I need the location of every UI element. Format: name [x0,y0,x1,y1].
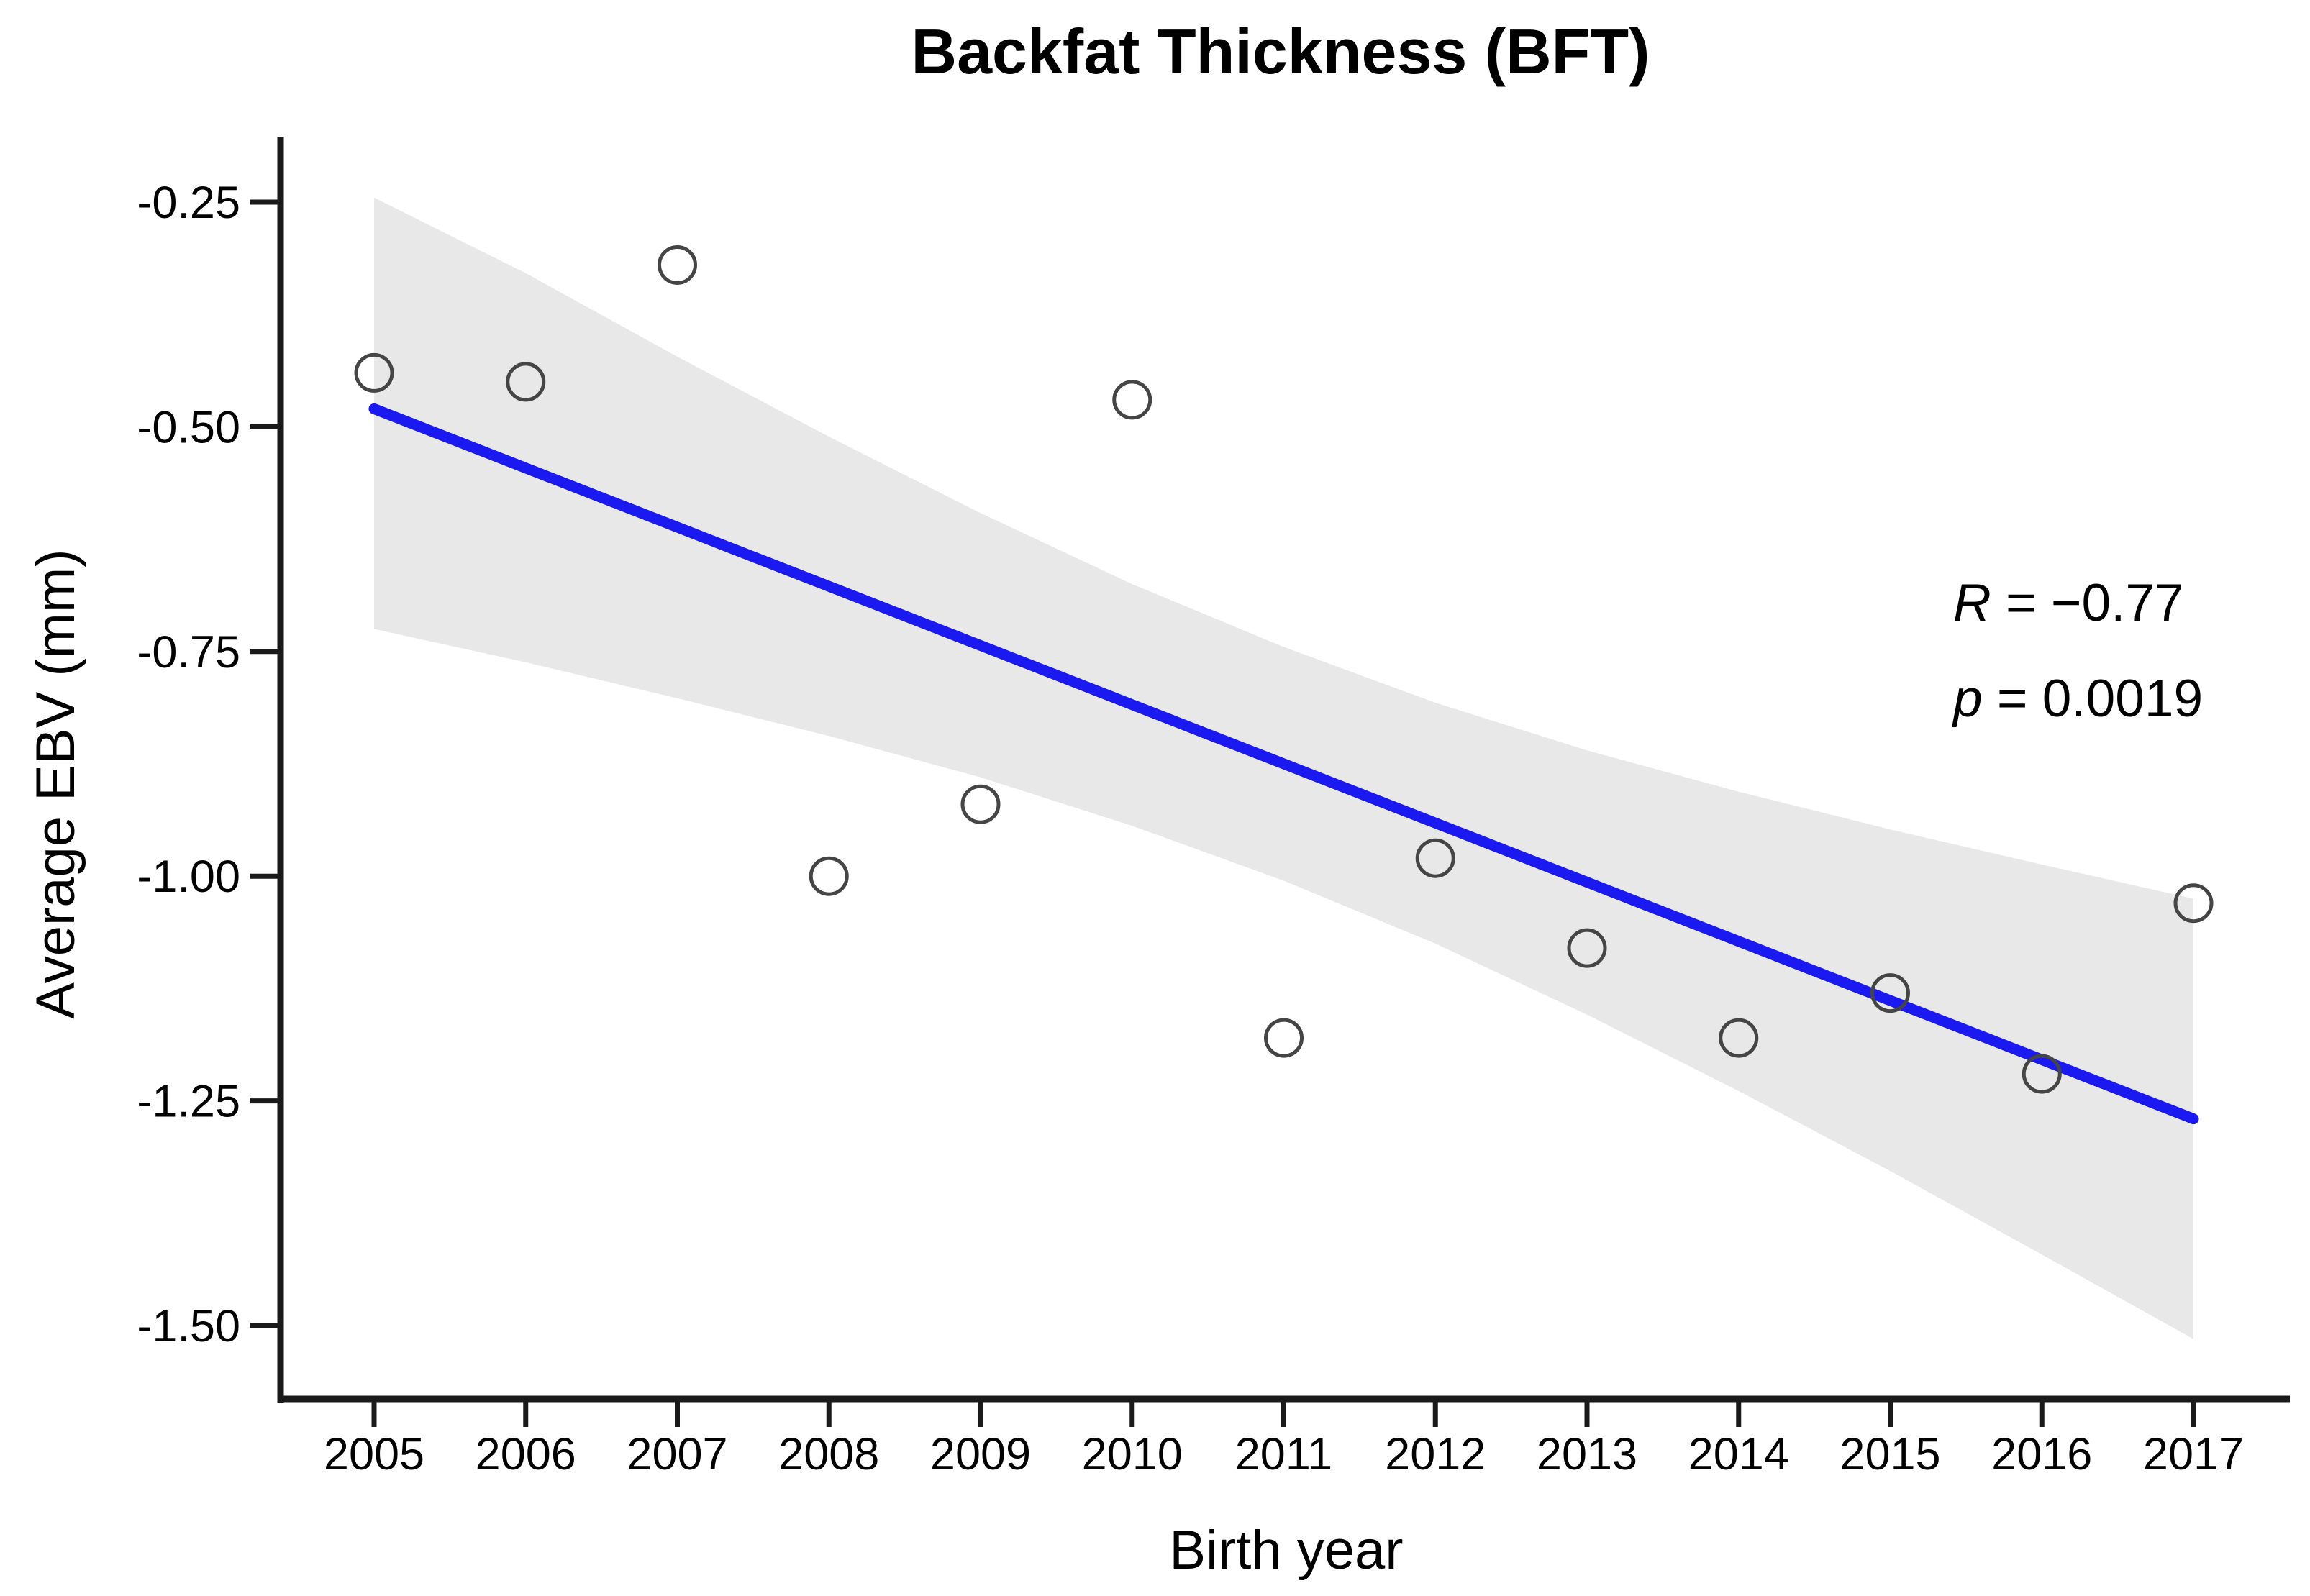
x-tick-label: 2008 [778,1429,879,1479]
y-tick-label: -0.50 [137,402,240,452]
data-point [2173,883,2214,924]
data-point [809,856,849,896]
trend-line [368,403,2199,1125]
y-axis-title: Average EBV (mm) [25,549,86,1019]
data-point [506,362,546,402]
x-tick-label: 2006 [476,1429,576,1479]
x-tick-label: 2009 [930,1429,1031,1479]
x-tick-label: 2007 [627,1429,727,1479]
y-tick-label: -1.50 [137,1301,240,1351]
x-tick-label: 2017 [2143,1429,2244,1479]
data-point [354,352,394,393]
data-point [658,245,697,285]
r-value: = −0.77 [1991,574,2184,632]
x-tick-label: 2010 [1082,1429,1183,1479]
data-point [960,784,1001,824]
x-tick-label: 2013 [1537,1429,1637,1479]
x-tick-label: 2016 [1991,1429,2092,1479]
data-point [1415,838,1455,878]
data-point [1870,973,1910,1013]
data-point [1112,380,1152,420]
data-point [1264,1018,1304,1058]
p-value: = 0.0019 [1982,670,2204,728]
x-tick-label: 2014 [1688,1429,1789,1479]
data-point [2022,1054,2062,1094]
chart-title: Backfat Thickness (BFT) [911,16,1650,87]
x-tick-label: 2005 [324,1429,424,1479]
y-tick-label: -1.25 [137,1077,240,1127]
y-tick-label: -0.25 [137,178,240,228]
data-point [1567,928,1607,968]
pvalue-annotation: p = 0.0019 [1953,672,2203,725]
y-tick-label: -1.00 [137,852,240,902]
y-tick-label: -0.75 [137,627,240,678]
r-symbol: R [1953,574,1991,632]
x-tick-label: 2011 [1235,1429,1332,1479]
correlation-annotation: R = −0.77 [1953,577,2184,629]
x-tick-label: 2012 [1385,1429,1486,1479]
x-axis-title: Birth year [1169,1520,1404,1581]
x-tick-label: 2015 [1840,1429,1940,1479]
p-symbol: p [1953,670,1983,728]
data-point [1719,1018,1759,1058]
